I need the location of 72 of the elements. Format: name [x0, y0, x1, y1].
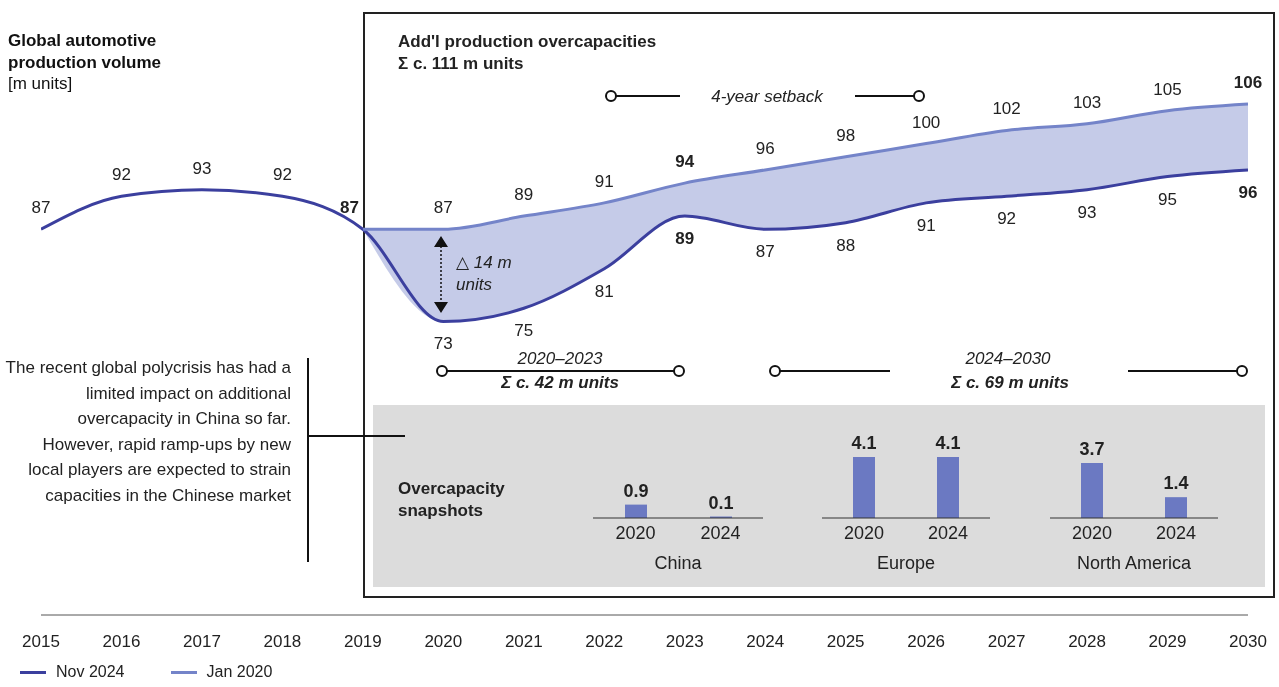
- data-label: 93: [1077, 202, 1097, 222]
- x-axis-title: Europe: [876, 553, 936, 573]
- data-label: 0.9: [623, 480, 649, 501]
- text: Add'l production overcapacities: [398, 31, 657, 53]
- data-label: 92: [112, 165, 131, 185]
- x-tick-label: 2020: [843, 522, 885, 543]
- data-label: 0.1: [708, 492, 734, 513]
- x-tick-label: 2024: [746, 632, 785, 652]
- chart-title: Global automotive production volume: [8, 30, 162, 74]
- x-tick-label: 2020: [1071, 522, 1113, 543]
- x-tick-label: 2023: [665, 632, 704, 652]
- legend-label: Nov 2024: [56, 663, 125, 681]
- x-tick-label: 2024: [700, 522, 741, 543]
- x-tick-label: 2030: [1229, 632, 1267, 652]
- text: Σ c. 69 m units: [950, 372, 1070, 394]
- x-tick-label: 2024: [927, 522, 969, 543]
- data-label: 106: [1233, 73, 1263, 93]
- data-label: 3.7: [1079, 438, 1105, 459]
- x-tick-label: 2026: [907, 632, 946, 652]
- data-label: 73: [433, 334, 453, 354]
- x-tick-label: 2024: [1155, 522, 1197, 543]
- annotation: △ 14 m units: [456, 252, 513, 296]
- data-label: 87: [339, 198, 359, 218]
- data-label: 87: [755, 242, 775, 262]
- text: The recent global polycrisis has had a limited impact on additional overcapacity in China so far. However, rapid ramp-ups by new local players are expected to strain capacities in the Chinese market: [4, 357, 291, 507]
- data-label: 4.1: [935, 433, 961, 453]
- text: Σ c. 42 m units: [500, 372, 620, 394]
- x-axis-title: North America: [1076, 553, 1192, 573]
- x-tick-label: 2020: [424, 632, 463, 652]
- data-label: 105: [1153, 79, 1182, 99]
- data-label: 91: [594, 171, 614, 191]
- x-tick-label: 2016: [102, 632, 141, 652]
- data-label: 94: [675, 152, 695, 172]
- data-label: 98: [836, 125, 856, 145]
- x-tick-label: 2017: [183, 632, 221, 652]
- x-tick-label: 2022: [585, 632, 624, 652]
- x-tick-label: 2019: [343, 632, 382, 652]
- data-label: 81: [594, 281, 614, 301]
- text: 2024–2030: [964, 348, 1052, 370]
- x-tick-label: 2015: [22, 632, 60, 652]
- data-label: 89: [514, 185, 534, 205]
- x-tick-label: 2021: [504, 632, 543, 652]
- annotation: 4-year setback: [687, 86, 847, 108]
- chart-subtitle: [m units]: [8, 74, 73, 94]
- data-label: 96: [1238, 182, 1258, 202]
- data-label: 103: [1072, 92, 1102, 112]
- x-tick-label: 2028: [1068, 632, 1106, 652]
- x-tick-label: 2018: [263, 632, 302, 652]
- data-label: 91: [916, 215, 936, 235]
- data-label: 92: [997, 209, 1017, 229]
- data-label: 4.1: [851, 433, 877, 453]
- data-label: 95: [1158, 189, 1177, 209]
- data-label: 87: [433, 198, 453, 218]
- data-label: 93: [192, 158, 212, 178]
- x-tick-label: 2027: [987, 632, 1026, 652]
- data-label: 75: [514, 321, 534, 341]
- text: Σ c. 111 m units: [398, 53, 524, 75]
- x-axis-title: China: [654, 553, 703, 573]
- data-label: 89: [675, 229, 695, 249]
- data-label: 100: [911, 112, 941, 132]
- data-label: 96: [755, 138, 775, 158]
- data-label: 87: [31, 198, 51, 218]
- text: 2020–2023: [516, 348, 604, 370]
- data-label: 88: [836, 235, 856, 255]
- x-tick-label: 2025: [826, 632, 865, 652]
- text: Overcapacity snapshots: [398, 478, 506, 522]
- data-label: 92: [272, 165, 292, 185]
- x-tick-label: 2020: [615, 522, 656, 543]
- data-label: 102: [992, 99, 1021, 119]
- legend-label: Jan 2020: [206, 663, 273, 681]
- data-label: 1.4: [1163, 473, 1189, 494]
- x-tick-label: 2029: [1148, 632, 1187, 652]
